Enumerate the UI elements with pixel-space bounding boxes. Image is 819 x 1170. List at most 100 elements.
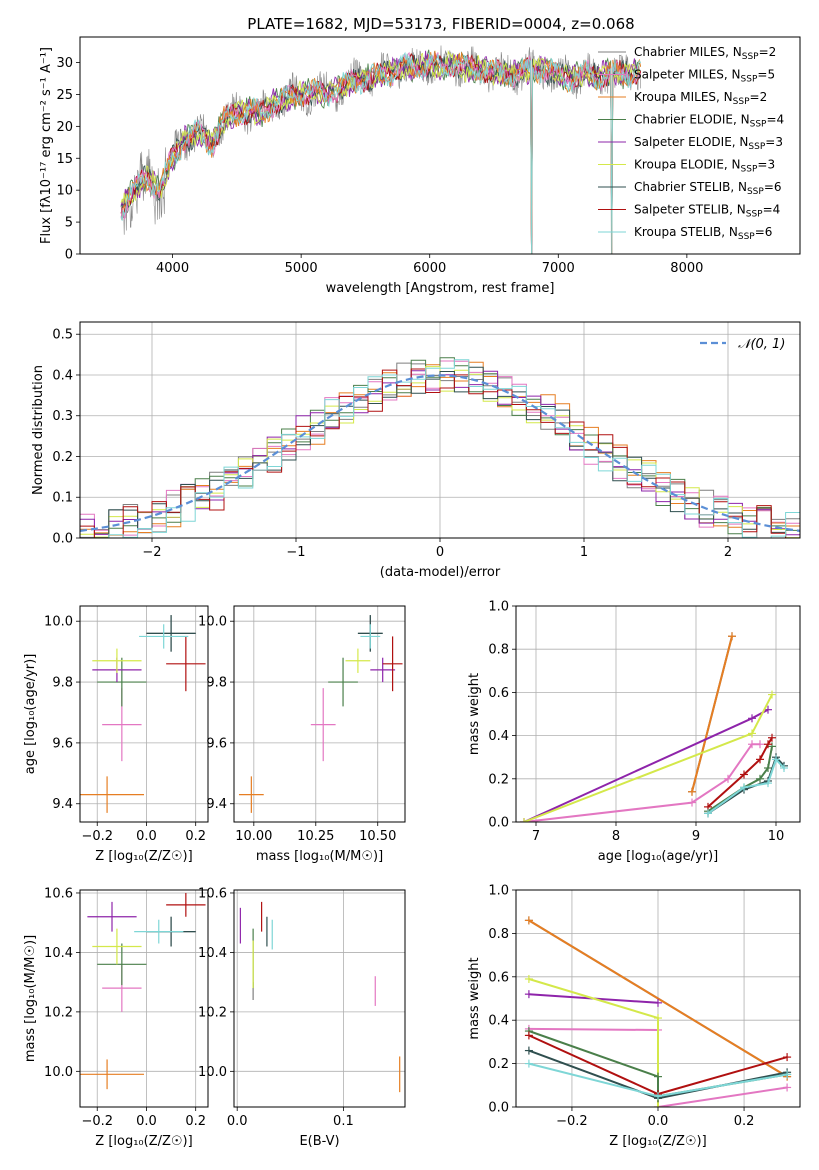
x-tick-label: −0.2 (81, 829, 113, 844)
y-tick-label: 9.6 (52, 736, 73, 751)
y-tick-label: 0.8 (488, 927, 509, 942)
y-tick-label: 9.4 (206, 797, 227, 812)
errorbar-8 (360, 624, 381, 649)
errorbar-2 (80, 776, 144, 813)
axes-frame (233, 889, 406, 1108)
y-axis-label: age [log₁₀(age/yr)] (23, 654, 38, 775)
panel-age_vs_Z: −0.2 0.0 0.2 9.4 9.6 9.8 10.0 Z [log₁₀(Z/Z☉)] ag… (23, 605, 209, 864)
y-tick-label: 0.0 (488, 1101, 509, 1116)
y-tick-label: 9.8 (206, 676, 227, 691)
y-axis-label: Flux [fλ10⁻¹⁷ erg cm⁻² s⁻¹ A⁻¹] (39, 47, 54, 244)
figure-title: PLATE=1682, MJD=53173, FIBERID=0004, z=0… (247, 15, 634, 33)
errorbar-6 (146, 615, 196, 652)
errorbar-7 (166, 892, 206, 917)
y-tick-label: 20 (56, 120, 73, 135)
histogram-8 (80, 359, 800, 538)
y-tick-label: 0 (65, 248, 73, 263)
y-tick-label: 0.4 (488, 729, 509, 744)
legend-label: Kroupa MILES, NSSP=2 (634, 90, 767, 107)
plot-area (239, 901, 401, 1093)
weight-line (523, 743, 760, 822)
x-axis-label: mass [log₁₀(M/M☉)] (256, 849, 383, 864)
x-tick-label: 10.25 (297, 829, 334, 844)
errorbar-3 (328, 657, 358, 707)
plot-area (80, 357, 800, 538)
y-tick-label: 0.4 (52, 368, 73, 383)
errorbar-5 (345, 648, 371, 673)
plot-area (120, 45, 642, 254)
histogram-7 (80, 368, 800, 538)
x-axis-label: (data-model)/error (380, 565, 501, 580)
weight-line (523, 694, 773, 822)
errorbar-4 (370, 657, 396, 683)
y-tick-label: 25 (56, 88, 73, 103)
axes-frame (79, 889, 209, 1108)
x-tick-label: 8000 (670, 261, 703, 276)
x-tick-label: 7 (532, 829, 540, 844)
y-tick-label: 1.0 (488, 884, 509, 899)
errorbar-2 (80, 1059, 144, 1090)
x-axis-label: E(B-V) (299, 1134, 339, 1149)
weight-line (523, 708, 769, 822)
plot-area (80, 615, 206, 813)
x-axis-label: age [log₁₀(age/yr)] (598, 849, 719, 864)
x-tick-label: 0.0 (136, 829, 157, 844)
panels: 4000 5000 6000 7000 8000051015202530waveleng… (23, 36, 801, 1149)
panel-mass_vs_ebv: 0.0 0.1 10.0 10.2 10.4 10.6 E(B-V) (198, 886, 406, 1149)
weight-line (528, 919, 788, 1078)
x-axis-label: wavelength [Angstrom, rest frame] (326, 281, 555, 296)
weight-line (528, 978, 659, 1107)
x-tick-label: 0.0 (136, 1114, 157, 1129)
x-tick-label: 0.2 (185, 1114, 206, 1129)
y-axis-label: Normed distribution (31, 365, 46, 495)
x-axis-label: Z [log₁₀(Z/Z☉)] (95, 1134, 192, 1149)
x-tick-label: 10 (768, 829, 785, 844)
legend-label: Salpeter STELIB, NSSP=4 (634, 203, 780, 220)
x-tick-label: 9 (692, 829, 700, 844)
axes-frame (79, 321, 801, 539)
y-tick-label: 0.2 (52, 450, 73, 465)
y-tick-label: 10.2 (198, 1005, 227, 1020)
y-tick-label: 30 (56, 56, 73, 71)
y-tick-label: 0.0 (488, 816, 509, 831)
x-tick-label: −2 (142, 545, 161, 560)
y-tick-label: 0.4 (488, 1014, 509, 1029)
y-tick-label: 0.8 (488, 643, 509, 658)
x-tick-label: 0.0 (227, 1114, 248, 1129)
x-tick-label: 4000 (156, 261, 189, 276)
x-tick-label: 7000 (542, 261, 575, 276)
weight-line (691, 635, 733, 793)
legend-label: Kroupa ELODIE, NSSP=3 (634, 158, 775, 175)
y-tick-label: 0.6 (488, 686, 509, 701)
y-tick-label: 0.6 (488, 970, 509, 985)
axes-frame (515, 889, 801, 1108)
y-tick-label: 10.0 (198, 1065, 227, 1080)
x-tick-label: 5000 (285, 261, 318, 276)
legend-label: Kroupa STELIB, NSSP=6 (634, 225, 772, 242)
y-axis-label: mass [log₁₀(M/M☉)] (23, 935, 38, 1062)
y-tick-label: 10.0 (44, 1065, 73, 1080)
y-tick-label: 10.0 (198, 615, 227, 630)
x-tick-label: −0.2 (556, 1114, 588, 1129)
errorbar-5 (92, 648, 142, 673)
x-axis-label: Z [log₁₀(Z/Z☉)] (609, 1134, 706, 1149)
x-tick-label: −0.2 (81, 1114, 113, 1129)
x-tick-label: 0.0 (648, 1114, 669, 1129)
x-tick-label: 0.2 (734, 1114, 755, 1129)
y-axis-label: mass weight (467, 673, 482, 755)
x-tick-label: 0.1 (333, 1114, 354, 1129)
panel-spectrum: 4000 5000 6000 7000 8000 0 5 10 15 20 25 30 waveleng… (39, 36, 801, 296)
axes-frame (79, 605, 209, 823)
y-axis-label: mass weight (467, 957, 482, 1039)
x-tick-label: 6000 (413, 261, 446, 276)
legend-label: Salpeter ELODIE, NSSP=3 (634, 135, 783, 152)
errorbar-4 (87, 901, 137, 932)
weight-line (707, 737, 773, 808)
y-tick-label: 0.0 (52, 532, 73, 547)
legend-label: Chabrier MILES, NSSP=2 (634, 45, 776, 62)
x-axis-label: Z [log₁₀(Z/Z☉)] (95, 849, 192, 864)
panel-weight_vs_Z: −0.2 0.0 0.2 0.0 0.2 0.4 0.6 0.8 1.0 Z [log₁₀(Z/Z… (467, 884, 801, 1149)
y-tick-label: 10.4 (44, 946, 73, 961)
y-tick-label: 10.2 (44, 1005, 73, 1020)
y-tick-label: 5 (65, 216, 73, 231)
